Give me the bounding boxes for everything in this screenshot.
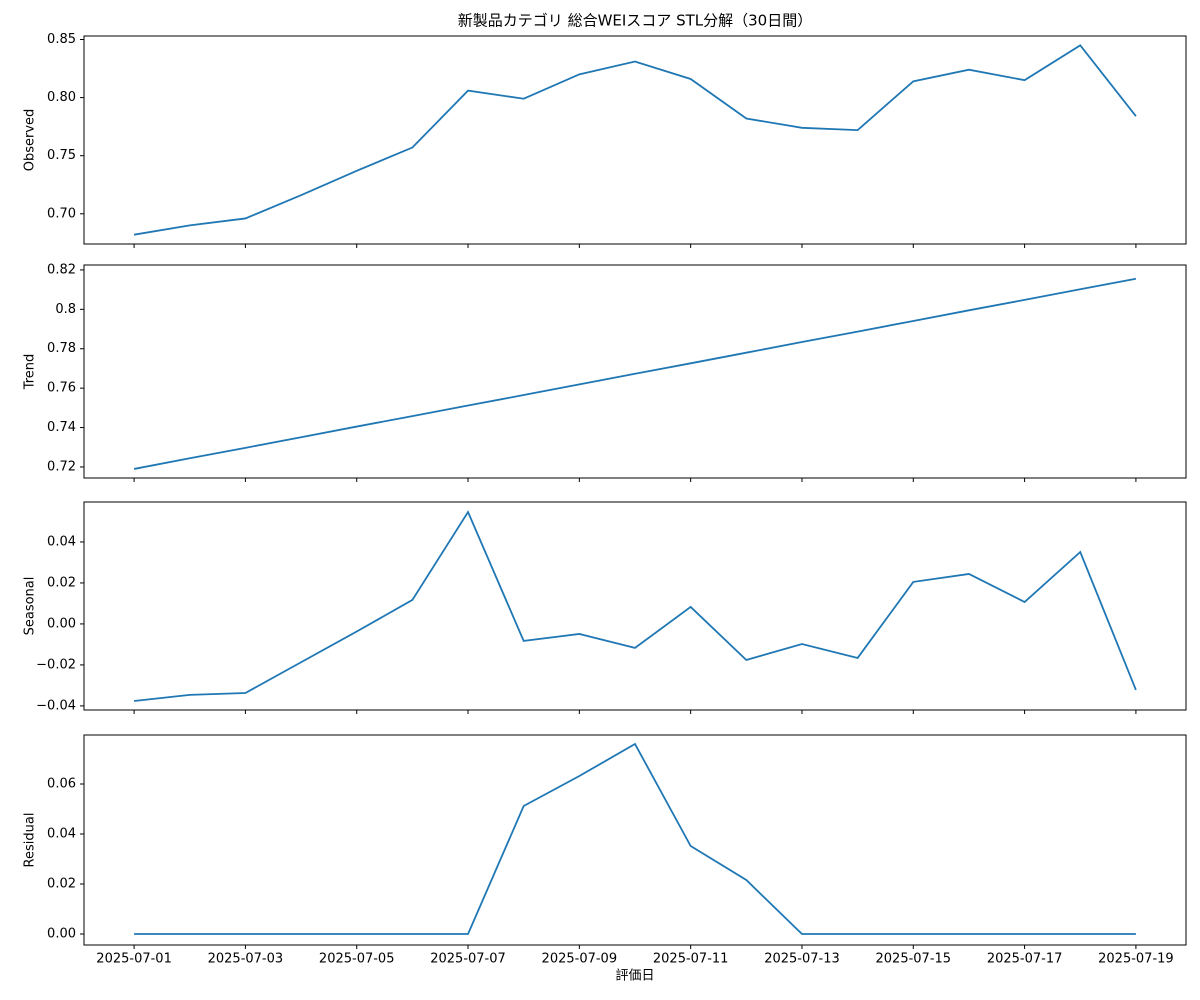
data-line [133, 510, 1137, 702]
y-tick-label: 0.02 [47, 877, 76, 892]
x-tick-label: 2025-07-11 [653, 952, 729, 967]
x-tick-label: 2025-07-17 [987, 952, 1063, 967]
data-line [134, 742, 1136, 935]
y-tick-label: 0.82 [47, 262, 76, 277]
y-tick-label: 0.06 [47, 777, 76, 792]
y-tick-label: 0.00 [47, 616, 76, 631]
y-axis-label: Observed [23, 109, 38, 172]
plot-frame [83, 264, 1187, 479]
y-tick-label: 0.78 [47, 341, 76, 356]
y-axis-label: Residual [23, 813, 38, 868]
x-tick-label: 2025-07-13 [764, 952, 840, 967]
plot-frame [83, 501, 1187, 711]
y-tick-label: 0.04 [47, 827, 76, 842]
data-line [133, 277, 1137, 470]
y-tick-label: 0.85 [47, 32, 76, 47]
y-tick-label: 0.8 [55, 302, 76, 317]
x-tick-label: 2025-07-09 [542, 952, 618, 967]
plot-frame [83, 35, 1187, 245]
y-tick-label: −0.02 [36, 657, 76, 672]
x-tick-label: 2025-07-07 [430, 952, 506, 967]
y-axis-label: Seasonal [23, 577, 38, 636]
chart-title: 新製品カテゴリ 総合WEIスコア STL分解（30日間） [458, 12, 812, 30]
y-tick-label: −0.04 [36, 698, 76, 713]
y-tick-label: 0.76 [47, 381, 76, 396]
y-tick-label: 0.04 [47, 534, 76, 549]
x-tick-label: 2025-07-01 [96, 952, 172, 967]
data-line [133, 44, 1137, 236]
y-tick-label: 0.00 [47, 927, 76, 942]
x-tick-label: 2025-07-03 [208, 952, 284, 967]
x-tick-label: 2025-07-15 [876, 952, 952, 967]
y-tick-label: 0.75 [47, 148, 76, 163]
y-tick-label: 0.02 [47, 575, 76, 590]
x-tick-label: 2025-07-19 [1098, 952, 1174, 967]
x-axis-label: 評価日 [615, 969, 654, 984]
y-tick-label: 0.72 [47, 459, 76, 474]
y-tick-label: 0.80 [47, 90, 76, 105]
x-tick-label: 2025-07-05 [319, 952, 395, 967]
y-axis-label: Trend [23, 354, 38, 391]
plot-frame [83, 734, 1187, 946]
y-tick-label: 0.70 [47, 206, 76, 221]
y-tick-label: 0.74 [47, 420, 76, 435]
